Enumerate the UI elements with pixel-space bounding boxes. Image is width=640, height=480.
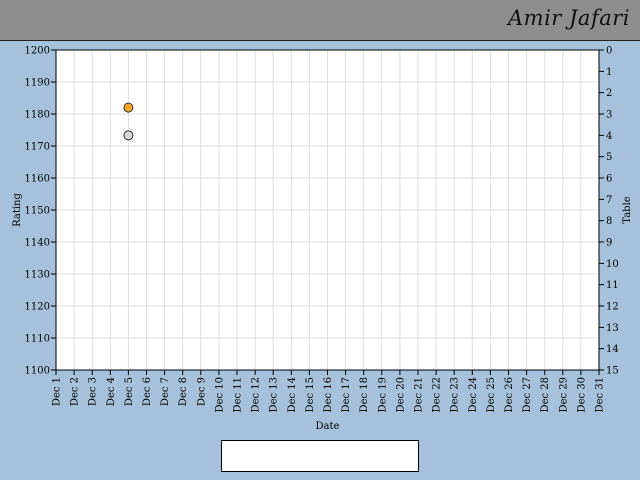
x-tick-label: Dec 12 xyxy=(251,377,262,412)
player-name: Amir Jafari xyxy=(508,6,630,30)
y2-tick-label: 2 xyxy=(606,88,612,99)
x-tick-label: Dec 31 xyxy=(595,377,606,412)
x-tick-label: Dec 26 xyxy=(504,377,515,412)
x-tick-label: Dec 18 xyxy=(359,377,370,412)
x-tick-label: Dec 14 xyxy=(287,377,298,412)
legend xyxy=(221,440,419,472)
x-tick-label: Dec 17 xyxy=(341,377,352,412)
data-point-table xyxy=(123,130,134,141)
x-tick-label: Dec 13 xyxy=(269,377,280,412)
y2-tick-label: 0 xyxy=(606,46,612,57)
data-point-rating xyxy=(123,102,134,113)
x-tick-label: Dec 25 xyxy=(486,377,497,412)
y2-tick-label: 11 xyxy=(606,280,619,291)
x-tick-label: Dec 5 xyxy=(124,377,135,406)
y-tick-label: 1110 xyxy=(25,334,50,345)
x-tick-label: Dec 21 xyxy=(414,377,425,412)
x-tick-label: Dec 9 xyxy=(196,377,207,406)
y2-tick-label: 4 xyxy=(606,131,612,142)
y-tick-label: 1170 xyxy=(25,142,50,153)
x-tick-label: Dec 4 xyxy=(106,377,117,406)
x-tick-label: Dec 8 xyxy=(178,377,189,406)
x-tick-label: Dec 6 xyxy=(142,377,153,406)
y-tick-label: 1190 xyxy=(25,78,50,89)
x-tick-label: Dec 28 xyxy=(540,377,551,412)
x-tick-label: Dec 20 xyxy=(395,377,406,412)
x-tick-label: Dec 27 xyxy=(522,377,533,412)
x-tick-label: Dec 2 xyxy=(70,377,81,406)
y2-tick-label: 15 xyxy=(606,366,619,377)
x-tick-label: Dec 29 xyxy=(558,377,569,412)
y2-tick-label: 12 xyxy=(606,302,619,313)
x-tick-label: Dec 3 xyxy=(88,377,99,406)
x-tick-label: Dec 16 xyxy=(323,377,334,412)
x-tick-label: Dec 30 xyxy=(576,377,587,412)
y-tick-label: 1180 xyxy=(25,110,50,121)
y-tick-label: 1200 xyxy=(25,46,50,57)
y2-tick-label: 1 xyxy=(606,67,612,78)
x-tick-label: Dec 15 xyxy=(305,377,316,412)
y2-tick-label: 6 xyxy=(606,174,612,185)
y-tick-label: 1140 xyxy=(25,238,50,249)
x-tick-label: Dec 7 xyxy=(160,377,171,406)
y-tick-label: 1160 xyxy=(25,174,50,185)
y-tick-label: 1120 xyxy=(25,302,50,313)
y2-tick-label: 14 xyxy=(606,344,619,355)
y2-tick-label: 13 xyxy=(606,323,619,334)
y2-tick-label: 7 xyxy=(606,195,612,206)
y2-tick-label: 5 xyxy=(606,152,612,163)
y-axis-title: Rating xyxy=(12,193,23,227)
x-tick-label: Dec 22 xyxy=(432,377,443,412)
y2-tick-label: 8 xyxy=(606,216,612,227)
x-tick-label: Dec 24 xyxy=(468,377,479,412)
x-tick-label: Dec 19 xyxy=(377,377,388,412)
x-tick-label: Dec 11 xyxy=(233,377,244,412)
y-tick-label: 1130 xyxy=(25,270,50,281)
y-tick-label: 1150 xyxy=(25,206,50,217)
y2-tick-label: 10 xyxy=(606,259,619,270)
x-tick-label: Dec 10 xyxy=(214,377,225,412)
x-tick-label: Dec 23 xyxy=(450,377,461,412)
x-tick-label: Dec 1 xyxy=(52,377,63,406)
x-axis-title: Date xyxy=(316,421,340,432)
y2-tick-label: 3 xyxy=(606,110,612,121)
y2-tick-label: 9 xyxy=(606,238,612,249)
y-tick-label: 1100 xyxy=(25,366,50,377)
header-bar: Amir Jafari xyxy=(0,0,640,41)
y2-axis-title: Table xyxy=(622,196,633,223)
